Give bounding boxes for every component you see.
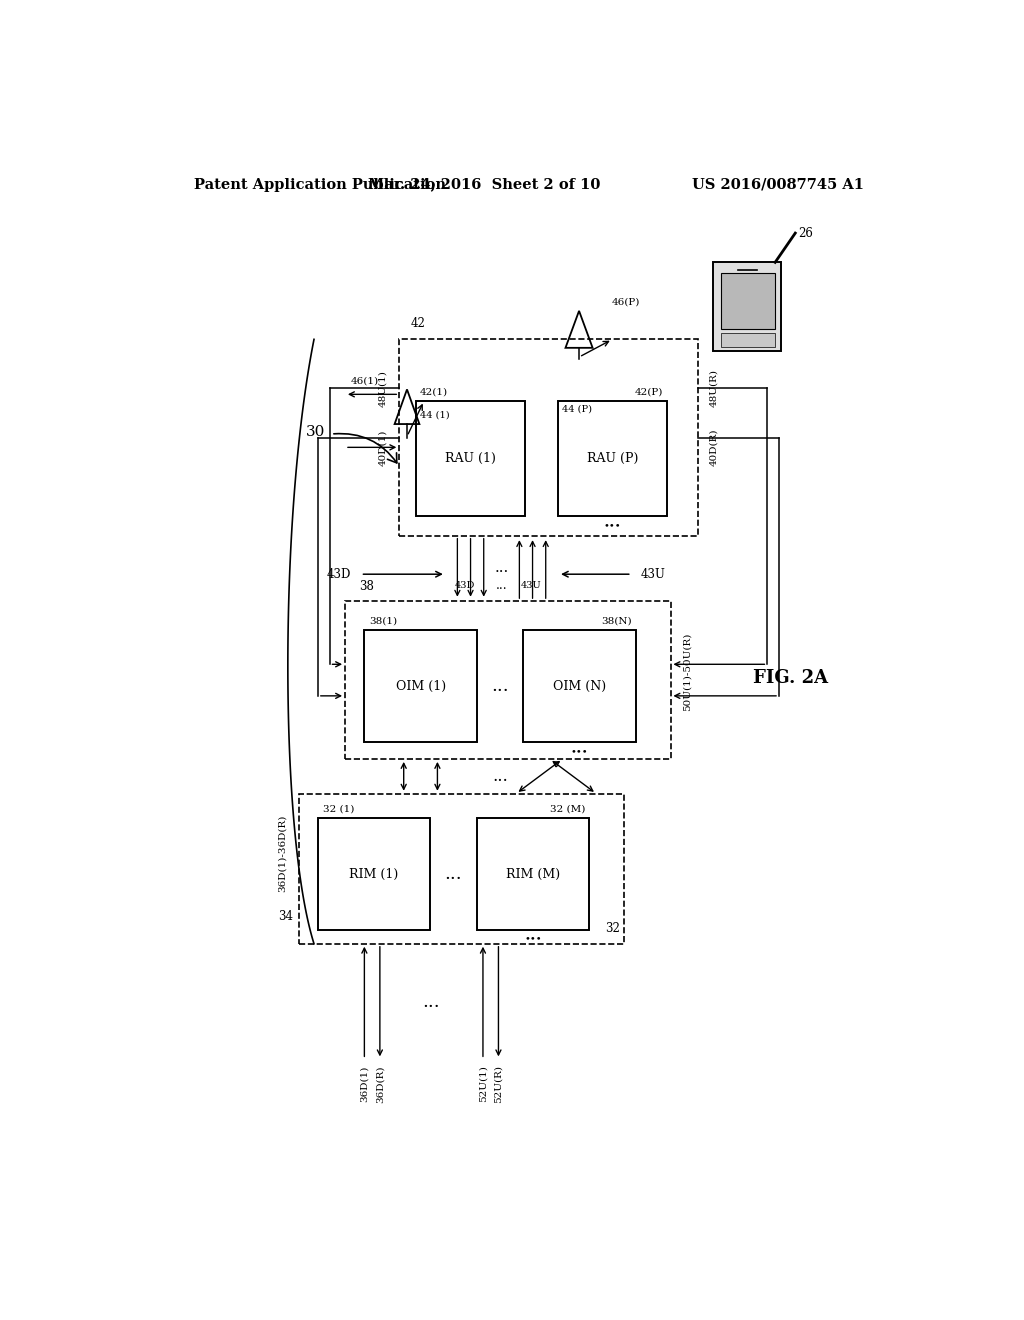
Text: 48U(R): 48U(R) (710, 370, 718, 408)
Text: OIM (1): OIM (1) (395, 680, 445, 693)
Text: 34: 34 (279, 911, 293, 924)
Text: 42(P): 42(P) (635, 387, 663, 396)
Text: ...: ... (496, 579, 507, 593)
Text: 52U(R): 52U(R) (494, 1065, 503, 1104)
Bar (317, 818, 430, 929)
Bar (721, 333, 775, 347)
Text: 43U: 43U (641, 568, 666, 581)
Text: 46(1): 46(1) (350, 376, 379, 385)
Text: US 2016/0087745 A1: US 2016/0087745 A1 (692, 178, 864, 191)
Bar (299, 793, 624, 944)
Bar (417, 401, 524, 516)
Text: 38(1): 38(1) (369, 616, 397, 626)
Text: •••: ••• (524, 935, 542, 944)
Bar (345, 601, 671, 759)
Text: 50U(1)-50U(R): 50U(1)-50U(R) (682, 634, 691, 711)
Text: 36D(R): 36D(R) (376, 1065, 384, 1104)
Text: •••: ••• (570, 747, 588, 756)
Text: RIM (1): RIM (1) (349, 867, 398, 880)
Text: 42: 42 (411, 317, 426, 330)
Text: FIG. 2A: FIG. 2A (753, 669, 828, 688)
FancyArrowPatch shape (334, 433, 397, 463)
Text: •••: ••• (603, 521, 622, 531)
Text: Patent Application Publication: Patent Application Publication (194, 178, 445, 191)
Text: 40D(R): 40D(R) (710, 429, 718, 466)
Text: OIM (N): OIM (N) (553, 680, 606, 693)
Bar (523, 631, 636, 742)
Text: ...: ... (444, 865, 462, 883)
Text: ...: ... (495, 561, 509, 576)
Bar (558, 401, 667, 516)
Text: 43U: 43U (520, 581, 542, 590)
Bar (721, 273, 775, 330)
Text: 48U(1): 48U(1) (379, 370, 388, 407)
Text: 43D: 43D (327, 568, 351, 581)
Bar (399, 339, 697, 536)
Text: 32: 32 (605, 921, 621, 935)
Bar (477, 818, 589, 929)
Text: 44 (1): 44 (1) (420, 411, 450, 420)
Text: 32 (1): 32 (1) (323, 805, 354, 813)
Text: ...: ... (493, 768, 508, 785)
Text: ...: ... (492, 677, 509, 696)
Bar (365, 631, 477, 742)
Text: ...: ... (423, 993, 440, 1011)
Text: Mar. 24, 2016  Sheet 2 of 10: Mar. 24, 2016 Sheet 2 of 10 (369, 178, 601, 191)
Text: 26: 26 (799, 227, 813, 240)
Text: 40D(1): 40D(1) (379, 429, 388, 466)
Text: RAU (P): RAU (P) (587, 453, 638, 465)
Text: 36D(1)-36D(R): 36D(1)-36D(R) (278, 814, 287, 892)
Text: 36D(1): 36D(1) (359, 1065, 369, 1102)
Text: 38(N): 38(N) (601, 616, 632, 626)
Text: RAU (1): RAU (1) (445, 453, 496, 465)
Text: 30: 30 (306, 425, 326, 438)
Text: 46(P): 46(P) (611, 297, 640, 306)
Bar (713, 263, 781, 351)
Text: 44 (P): 44 (P) (562, 405, 592, 413)
Text: 52U(1): 52U(1) (478, 1065, 487, 1102)
Text: RIM (M): RIM (M) (506, 867, 560, 880)
Text: 42(1): 42(1) (420, 387, 449, 396)
Text: 43D: 43D (455, 581, 475, 590)
Text: 38: 38 (359, 581, 374, 594)
Text: 32 (M): 32 (M) (550, 805, 586, 813)
